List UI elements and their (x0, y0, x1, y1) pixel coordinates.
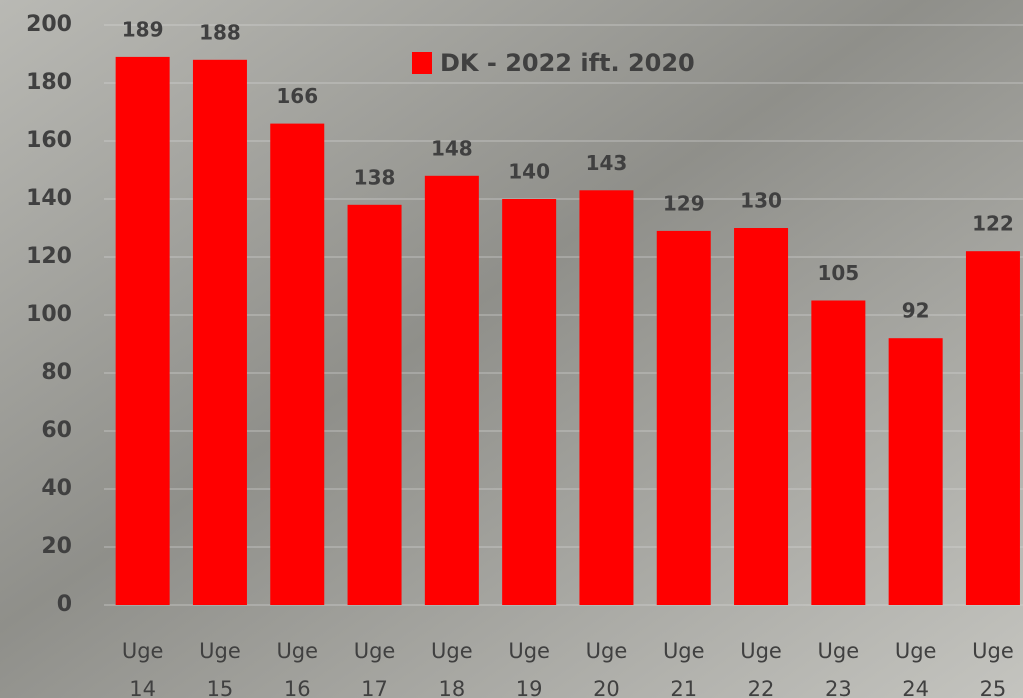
x-tick-label: Uge 20 (576, 632, 636, 698)
y-tick-label: 180 (26, 70, 72, 95)
data-label: 122 (972, 212, 1014, 236)
x-tick-label: Uge 18 (422, 632, 482, 698)
x-tick-label: Uge 24 (886, 632, 946, 698)
data-label: 189 (122, 17, 164, 41)
bar (270, 124, 324, 605)
y-tick-label: 100 (26, 302, 72, 327)
legend-label: DK - 2022 ift. 2020 (440, 49, 695, 77)
bar (502, 199, 556, 605)
x-tick-label: Uge 15 (190, 632, 250, 698)
x-tick-label: Uge 14 (113, 632, 173, 698)
y-tick-label: 20 (41, 534, 72, 559)
y-tick-label: 160 (26, 128, 72, 153)
data-label: 105 (817, 261, 859, 285)
x-tick-label: Uge 22 (731, 632, 791, 698)
y-tick-label: 80 (41, 360, 72, 385)
bar (889, 338, 943, 605)
y-tick-label: 60 (41, 418, 72, 443)
data-label: 129 (663, 191, 705, 215)
legend-swatch (412, 52, 432, 74)
x-tick-label: Uge 17 (345, 632, 405, 698)
data-label: 188 (199, 20, 241, 44)
y-tick-label: 140 (26, 186, 72, 211)
bar (348, 205, 402, 605)
data-label: 140 (508, 160, 550, 184)
bar (193, 60, 247, 605)
data-label: 166 (276, 84, 318, 108)
x-tick-label: Uge 21 (654, 632, 714, 698)
data-label: 138 (354, 165, 396, 189)
y-tick-label: 40 (41, 476, 72, 501)
data-label: 92 (902, 299, 930, 323)
x-tick-label: Uge 19 (499, 632, 559, 698)
x-tick-label: Uge 16 (267, 632, 327, 698)
bar (966, 251, 1020, 605)
x-tick-label: Uge 23 (808, 632, 868, 698)
data-label: 148 (431, 136, 473, 160)
bar (811, 301, 865, 606)
y-tick-label: 200 (26, 12, 72, 37)
bar (579, 190, 633, 605)
data-label: 143 (586, 151, 628, 175)
bar (425, 176, 479, 605)
y-tick-label: 120 (26, 244, 72, 269)
bar (657, 231, 711, 605)
bar (734, 228, 788, 605)
bar (116, 57, 170, 605)
y-tick-label: 0 (57, 592, 72, 617)
x-tick-label: Uge 25 (963, 632, 1023, 698)
chart: 0 20 40 60 80 100 120 140 160 180 200 189 188 166 138 1… (0, 0, 1023, 698)
chart-container: 0 20 40 60 80 100 120 140 160 180 200 189 188 166 138 1… (0, 0, 1023, 698)
data-label: 130 (740, 189, 782, 213)
